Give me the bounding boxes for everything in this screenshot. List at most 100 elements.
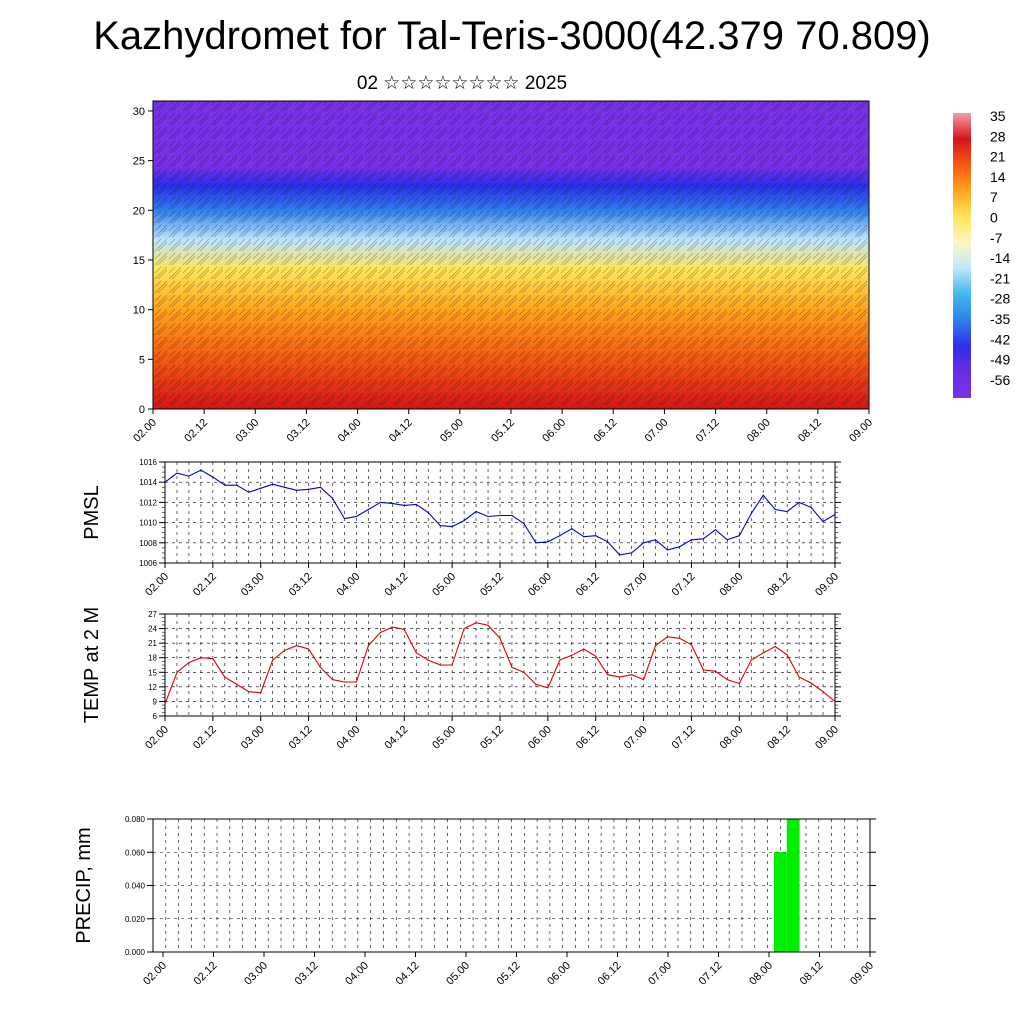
temp-point: [678, 637, 681, 639]
pmsl-point: [331, 497, 334, 499]
heatmap-y-tick-label: 30: [133, 106, 145, 118]
colorbar-label: -14: [990, 250, 1010, 266]
pmsl-point: [738, 535, 740, 537]
pmsl-point: [379, 501, 381, 503]
pmsl-point: [319, 486, 322, 488]
temp-x-tick-label: 07.00: [622, 724, 650, 752]
temp-point: [762, 652, 764, 654]
pmsl-y-tick-label: 1016: [139, 458, 157, 467]
precip-frame: [152, 818, 871, 953]
temp-x-tick-label: 09.00: [813, 724, 841, 752]
temp-point: [559, 659, 561, 661]
colorbar-label: -28: [990, 291, 1010, 307]
precip-bar: [786, 819, 800, 952]
temp-point: [511, 666, 513, 669]
temp-y-tick-label: 12: [148, 683, 157, 692]
pmsl-point: [642, 542, 645, 544]
pmsl-y-tick-label: 1012: [139, 498, 157, 507]
pmsl-x-tick-label: 02.12: [191, 571, 219, 599]
pmsl-point: [212, 476, 214, 478]
precip-y-tick-label: 0.060: [125, 848, 146, 857]
temp-point: [535, 683, 537, 686]
temp-point: [212, 658, 214, 660]
colorbar-label: 21: [990, 149, 1006, 165]
heatmap-x-tick-label: 08.12: [796, 417, 824, 445]
temp-point: [224, 676, 226, 678]
temp-point: [415, 652, 417, 654]
temp-x-tick-label: 07.12: [670, 724, 698, 752]
temp-point: [619, 676, 621, 678]
precip-x-tick-label: 09.00: [848, 960, 876, 988]
heatmap-x-tick-label: 08.00: [745, 417, 773, 445]
colorbar-scale: [953, 113, 971, 398]
pmsl-point: [678, 546, 681, 548]
temp-panel: 6 9 12 15 18 21 24 27 02.00 02.12 03.00 03.12 04.00 0…: [81, 607, 841, 752]
pmsl-panel: 1006 1008 1010 1012 1014 1016 02.00 02.12 03.00 0…: [81, 458, 841, 599]
heatmap-y-tick-label: 10: [133, 305, 145, 317]
pmsl-point: [523, 523, 525, 525]
pmsl-point: [690, 539, 693, 541]
cross-section-panel: 0 5 10 15 20 25 30 02.00 02.12 03.00 03.12 04.00 04.…: [131, 100, 875, 445]
pmsl-x-tick-label: 05.12: [478, 571, 506, 599]
temp-x-tick-label: 03.00: [239, 724, 267, 752]
temp-y-label: TEMP at 2 M: [81, 607, 103, 723]
heatmap-y-tick-label: 25: [133, 156, 145, 168]
temp-point: [200, 657, 202, 659]
pmsl-point: [810, 506, 812, 509]
pmsl-x-tick-label: 09.00: [813, 571, 841, 599]
pmsl-x-tick-label: 02.00: [143, 571, 171, 599]
heatmap-y-tick-label: 15: [133, 255, 145, 267]
temp-point: [355, 681, 358, 683]
pmsl-point: [535, 542, 537, 544]
precip-x-tick-label: 05.12: [495, 960, 523, 988]
pmsl-x-tick-label: 04.00: [335, 571, 363, 599]
temp-point: [379, 631, 381, 634]
pmsl-y-tick-label: 1010: [139, 519, 157, 528]
temp-point: [547, 687, 549, 689]
pmsl-x-tick-label: 07.00: [622, 571, 650, 599]
pmsl-point: [631, 552, 633, 554]
temp-x-tick-label: 02.12: [191, 724, 219, 752]
pmsl-y-tick-label: 1006: [139, 559, 157, 568]
heatmap-x-tick-label: 06.12: [591, 417, 619, 445]
temp-x-tick-label: 06.00: [526, 724, 554, 752]
colorbar-label: 28: [990, 128, 1006, 144]
pmsl-point: [762, 494, 764, 496]
temp-point: [631, 674, 633, 676]
pmsl-x-tick-label: 07.12: [670, 571, 698, 599]
temp-point: [714, 670, 716, 672]
precip-x-tick-label: 02.12: [192, 960, 220, 988]
temp-x-tick-label: 03.12: [287, 724, 315, 752]
pmsl-point: [750, 512, 752, 515]
pmsl-point: [571, 528, 573, 530]
temp-point: [654, 644, 657, 647]
temp-point: [272, 659, 274, 661]
heatmap-x-tick-label: 03.12: [285, 417, 313, 445]
pmsl-x-tick-label: 05.00: [430, 571, 458, 599]
colorbar-label: -42: [990, 331, 1010, 347]
heatmap-x-tick-label: 06.00: [540, 417, 568, 445]
temp-point: [834, 700, 836, 703]
temp-point: [523, 671, 525, 673]
temp-point: [319, 666, 322, 669]
temp-point: [403, 628, 405, 631]
pmsl-point: [463, 519, 465, 522]
temp-point: [583, 648, 585, 650]
precip-y-tick-label: 0.080: [125, 815, 146, 824]
pmsl-point: [284, 486, 286, 488]
precip-y-tick-label: 0.000: [125, 948, 146, 957]
temp-point: [750, 659, 752, 661]
temp-point: [642, 678, 645, 681]
temp-point: [391, 626, 393, 628]
colorbar-label: 0: [990, 210, 998, 226]
pmsl-point: [822, 520, 824, 523]
pmsl-point: [367, 508, 369, 511]
pmsl-point: [786, 510, 788, 513]
temp-point: [164, 703, 166, 705]
pmsl-point: [164, 481, 166, 483]
temp-point: [690, 644, 693, 646]
pmsl-x-tick-label: 06.12: [574, 571, 602, 599]
heatmap-x-tick-label: 02.12: [182, 417, 210, 445]
precip-bar: [774, 852, 787, 952]
